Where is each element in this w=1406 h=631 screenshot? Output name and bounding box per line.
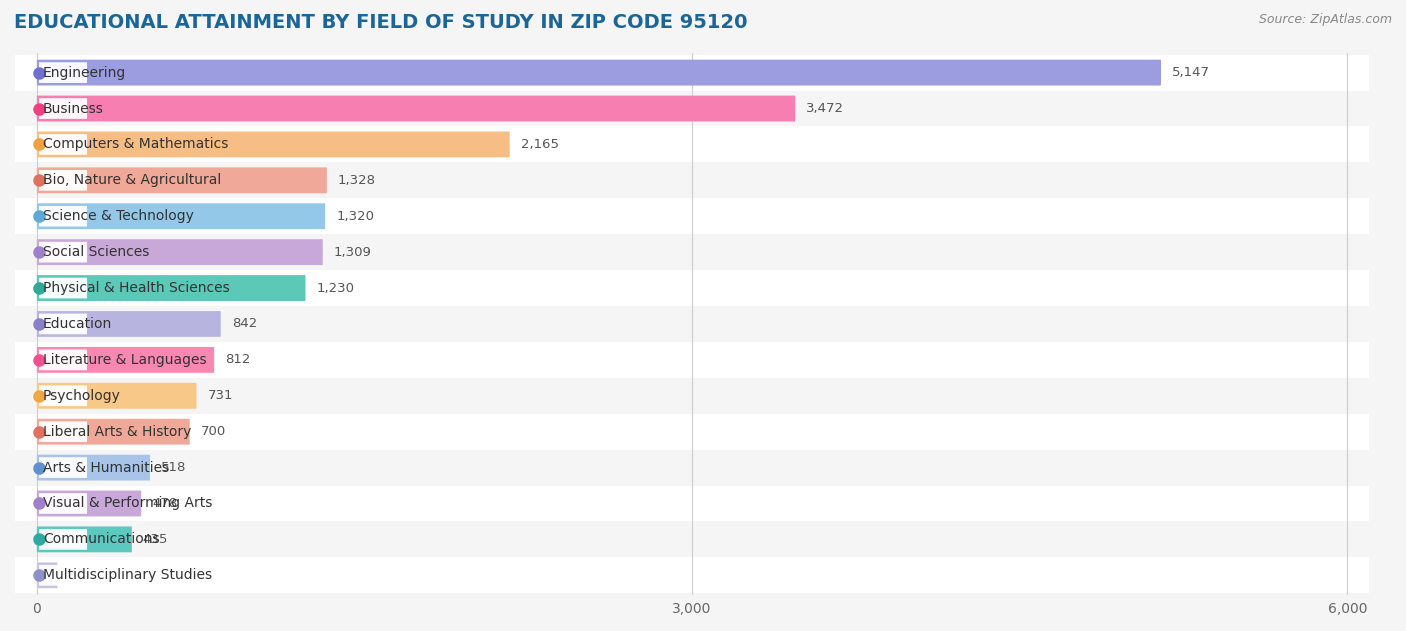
FancyBboxPatch shape	[39, 457, 87, 478]
Text: Bio, Nature & Agricultural: Bio, Nature & Agricultural	[44, 174, 221, 187]
Text: 1,309: 1,309	[333, 245, 371, 259]
Text: Physical & Health Sciences: Physical & Health Sciences	[44, 281, 229, 295]
FancyBboxPatch shape	[37, 419, 190, 445]
Bar	[15, 162, 1369, 198]
Text: Science & Technology: Science & Technology	[44, 209, 194, 223]
Bar	[15, 414, 1369, 450]
FancyBboxPatch shape	[39, 98, 87, 119]
FancyBboxPatch shape	[39, 493, 87, 514]
Text: 94: 94	[69, 569, 84, 582]
FancyBboxPatch shape	[39, 206, 87, 227]
FancyBboxPatch shape	[39, 170, 87, 191]
Text: 842: 842	[232, 317, 257, 331]
Text: Business: Business	[44, 102, 104, 115]
FancyBboxPatch shape	[37, 526, 132, 552]
FancyBboxPatch shape	[37, 203, 325, 229]
Text: 518: 518	[160, 461, 186, 474]
Text: 731: 731	[208, 389, 233, 403]
FancyBboxPatch shape	[37, 167, 326, 193]
FancyBboxPatch shape	[37, 311, 221, 337]
FancyBboxPatch shape	[39, 278, 87, 298]
Bar	[15, 557, 1369, 593]
Bar	[15, 198, 1369, 234]
Bar	[15, 126, 1369, 162]
Bar	[15, 306, 1369, 342]
Bar	[15, 450, 1369, 485]
FancyBboxPatch shape	[39, 242, 87, 262]
Text: 1,230: 1,230	[316, 281, 354, 295]
Text: Liberal Arts & History: Liberal Arts & History	[44, 425, 191, 439]
FancyBboxPatch shape	[39, 134, 87, 155]
FancyBboxPatch shape	[37, 383, 197, 409]
FancyBboxPatch shape	[37, 455, 150, 481]
Bar	[15, 342, 1369, 378]
Text: 3,472: 3,472	[806, 102, 844, 115]
Bar	[15, 91, 1369, 126]
Bar	[15, 234, 1369, 270]
FancyBboxPatch shape	[37, 95, 796, 121]
Bar	[15, 55, 1369, 91]
Bar	[15, 485, 1369, 521]
Text: Computers & Mathematics: Computers & Mathematics	[44, 138, 228, 151]
Text: Multidisciplinary Studies: Multidisciplinary Studies	[44, 569, 212, 582]
FancyBboxPatch shape	[39, 62, 87, 83]
Bar	[15, 378, 1369, 414]
Text: Communications: Communications	[44, 533, 160, 546]
FancyBboxPatch shape	[39, 386, 87, 406]
Text: EDUCATIONAL ATTAINMENT BY FIELD OF STUDY IN ZIP CODE 95120: EDUCATIONAL ATTAINMENT BY FIELD OF STUDY…	[14, 13, 748, 32]
Text: Education: Education	[44, 317, 112, 331]
FancyBboxPatch shape	[39, 565, 87, 586]
FancyBboxPatch shape	[37, 131, 510, 157]
FancyBboxPatch shape	[37, 275, 305, 301]
Bar	[15, 270, 1369, 306]
Text: 478: 478	[152, 497, 177, 510]
Text: Literature & Languages: Literature & Languages	[44, 353, 207, 367]
FancyBboxPatch shape	[37, 347, 214, 373]
Text: Visual & Performing Arts: Visual & Performing Arts	[44, 497, 212, 510]
Text: Arts & Humanities: Arts & Humanities	[44, 461, 169, 475]
FancyBboxPatch shape	[39, 350, 87, 370]
Text: 1,328: 1,328	[337, 174, 375, 187]
FancyBboxPatch shape	[37, 60, 1161, 86]
FancyBboxPatch shape	[37, 490, 141, 516]
FancyBboxPatch shape	[37, 562, 58, 588]
Text: 2,165: 2,165	[520, 138, 558, 151]
FancyBboxPatch shape	[39, 314, 87, 334]
Text: 700: 700	[201, 425, 226, 438]
Text: 435: 435	[143, 533, 169, 546]
Text: Source: ZipAtlas.com: Source: ZipAtlas.com	[1258, 13, 1392, 26]
Text: 5,147: 5,147	[1173, 66, 1211, 79]
Text: Social Sciences: Social Sciences	[44, 245, 149, 259]
Bar	[15, 521, 1369, 557]
Text: Psychology: Psychology	[44, 389, 121, 403]
Text: 1,320: 1,320	[336, 209, 374, 223]
FancyBboxPatch shape	[39, 529, 87, 550]
Text: Engineering: Engineering	[44, 66, 127, 80]
FancyBboxPatch shape	[39, 422, 87, 442]
Text: 812: 812	[225, 353, 250, 367]
FancyBboxPatch shape	[37, 239, 323, 265]
